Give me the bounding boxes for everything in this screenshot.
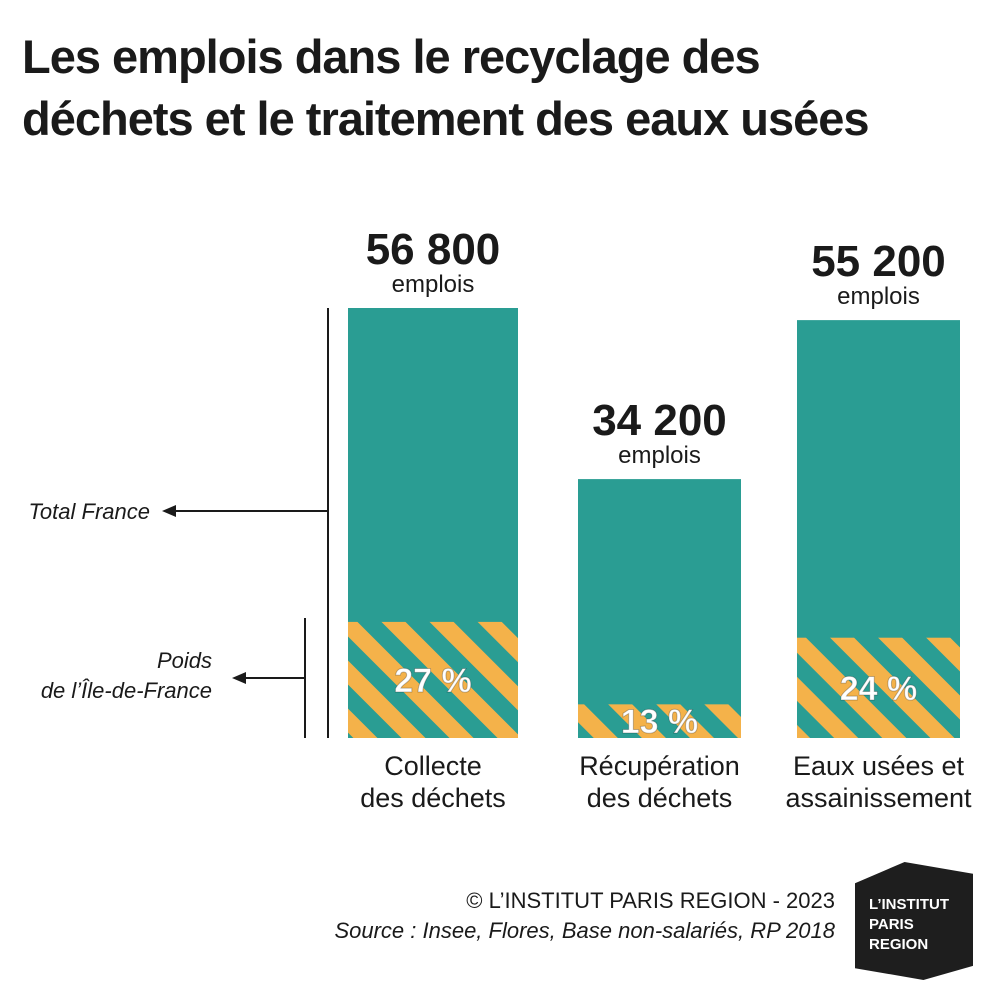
share-label-1: 27 %	[394, 662, 472, 700]
share-label-line-2: de l’Île-de-France	[41, 678, 212, 703]
total-arrow-icon	[162, 505, 176, 517]
category-label-2-line-2: des déchets	[587, 783, 733, 813]
value-label-2: 34 200	[592, 396, 727, 445]
institut-logo: L’INSTITUT PARIS REGION	[855, 862, 973, 980]
share-label-line-1: Poids	[157, 648, 212, 673]
category-label-1-line-1: Collecte	[384, 751, 482, 781]
category-label-3-line-1: Eaux usées et	[793, 751, 965, 781]
category-label-2-line-1: Récupération	[579, 751, 740, 781]
total-france-label: Total France	[29, 499, 150, 524]
share-bar-1	[348, 621, 518, 738]
logo-line-2: PARIS	[869, 916, 914, 933]
unit-label-3: emplois	[837, 283, 920, 310]
category-label-1-line-2: des déchets	[360, 783, 506, 813]
unit-label-2: emplois	[618, 442, 701, 469]
source-text: Source : Insee, Flores, Base non-salarié…	[334, 918, 835, 943]
title-line-1: Les emplois dans le recyclage des	[22, 30, 761, 83]
value-label-1: 56 800	[366, 225, 501, 274]
share-bar-3	[797, 637, 960, 738]
logo-line-3: REGION	[869, 936, 929, 953]
bar-2	[578, 479, 741, 738]
share-label-2: 13 %	[621, 703, 699, 741]
credit-block: © L’INSTITUT PARIS REGION - 2023 Source …	[334, 886, 835, 946]
copyright-text: © L’INSTITUT PARIS REGION - 2023	[466, 888, 835, 913]
share-arrow-icon	[232, 672, 246, 684]
share-bar-2	[578, 704, 741, 738]
unit-label-1: emplois	[392, 271, 475, 298]
chart-title: Les emplois dans le recyclage des déchet…	[22, 26, 982, 150]
title-line-2: déchets et le traitement des eaux usées	[22, 92, 870, 145]
share-label-3: 24 %	[840, 670, 918, 708]
value-label-3: 55 200	[811, 237, 946, 286]
category-label-3-line-2: assainissement	[785, 783, 972, 813]
logo-line-1: L’INSTITUT	[869, 896, 949, 913]
